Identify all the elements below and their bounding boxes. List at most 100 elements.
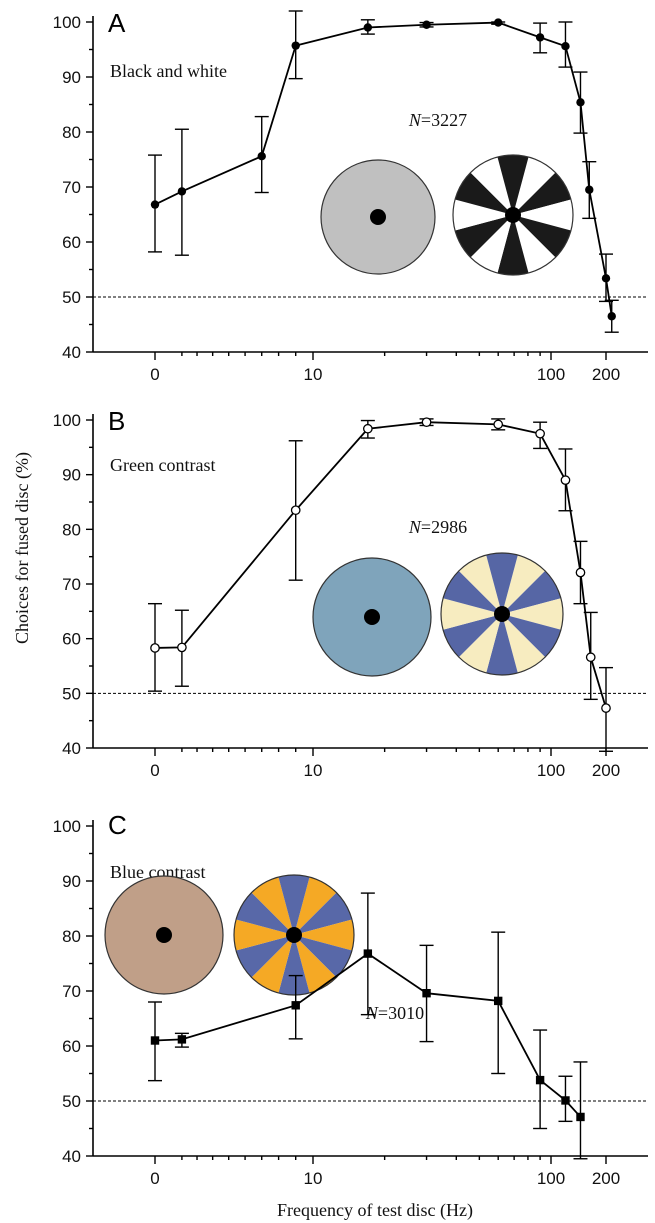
y-tick-label: 70 <box>62 178 81 197</box>
disc-sector <box>502 570 561 614</box>
x-tick-label: 200 <box>592 1169 620 1188</box>
data-point <box>560 475 571 485</box>
data-point <box>607 312 616 321</box>
data-point <box>177 1035 187 1044</box>
disc-sector <box>453 199 513 231</box>
disc-sector <box>513 215 571 258</box>
data-point <box>177 642 187 653</box>
disc-sector <box>294 892 352 935</box>
patterned-disc-outline <box>452 154 574 276</box>
data-point <box>576 98 585 107</box>
data-point <box>561 1096 570 1105</box>
data-point <box>575 567 586 578</box>
x-tick-label: 200 <box>592 761 620 780</box>
data-point <box>601 274 611 283</box>
y-tick-label: 100 <box>53 411 81 430</box>
disc-sector <box>458 555 502 614</box>
disc-sector <box>470 215 513 273</box>
x-tick-label: 200 <box>592 365 620 384</box>
y-tick-label: 80 <box>62 927 81 946</box>
panel-condition-label: Black and white <box>110 61 227 81</box>
disc-center-dot <box>286 927 302 943</box>
panel-condition-label: Green contrast <box>110 455 215 475</box>
disc-sector <box>443 614 502 658</box>
data-point <box>291 41 300 50</box>
x-tick-label: 0 <box>150 761 159 780</box>
disc-sector <box>458 614 502 673</box>
y-tick-label: 100 <box>53 13 81 32</box>
data-point <box>494 18 503 27</box>
disc-sector <box>443 570 502 614</box>
data-point <box>585 185 594 194</box>
disc-sector <box>455 172 513 215</box>
data-point <box>291 1001 300 1010</box>
panel-condition-label: Blue contrast <box>110 862 205 882</box>
data-point <box>494 996 503 1006</box>
disc-sector <box>513 172 571 215</box>
patterned-disc-outline <box>233 874 355 996</box>
data-point <box>362 423 373 434</box>
disc-sector <box>294 877 337 935</box>
y-tick-label: 60 <box>62 233 81 252</box>
disc-sector <box>486 553 518 614</box>
disc-sector <box>278 875 310 935</box>
disc-sector <box>513 199 574 231</box>
disc-sector <box>251 935 294 993</box>
disc-sector <box>294 935 337 993</box>
y-tick-label: 40 <box>62 1147 81 1166</box>
sample-size-symbol: N <box>408 110 422 130</box>
disc-sector <box>278 935 310 996</box>
disc-sector <box>236 935 294 978</box>
disc-center-dot <box>494 606 510 622</box>
sample-size-label: N=3010 <box>365 1003 424 1023</box>
y-tick-label: 80 <box>62 123 81 142</box>
data-point <box>422 20 431 29</box>
y-tick-label: 80 <box>62 520 81 539</box>
x-tick-label: 10 <box>304 761 323 780</box>
data-point <box>576 1112 585 1122</box>
data-point <box>177 187 187 196</box>
data-point <box>363 949 373 958</box>
data-point <box>601 703 611 713</box>
data-point <box>493 419 504 430</box>
sample-size-value: =3010 <box>378 1003 424 1023</box>
panel-c: 40 50 60 70 80 90 100 0 10 100 200 C Blue contrast N=… <box>53 810 648 1188</box>
panel-a: 40 50 60 70 80 90 100 0 10 100 200 A Black and white… <box>53 8 648 384</box>
y-axis-label: Choices for fused disc (%) <box>12 452 33 644</box>
sample-size-symbol: N <box>408 517 422 537</box>
y-tick-label: 90 <box>62 872 81 891</box>
x-tick-label: 0 <box>150 1169 159 1188</box>
y-tick-label: 70 <box>62 982 81 1001</box>
data-point <box>150 643 160 653</box>
data-point <box>421 417 432 428</box>
disc-sector <box>294 935 352 978</box>
sample-size-value: =2986 <box>421 517 467 537</box>
y-tick-label: 50 <box>62 684 81 703</box>
disc-sector <box>294 919 354 951</box>
patterned-disc-outline <box>440 552 564 676</box>
disc-sector <box>502 614 546 673</box>
panel-letter: C <box>108 810 127 840</box>
disc-sector <box>251 877 294 935</box>
data-point <box>535 33 545 42</box>
data-point <box>150 200 160 209</box>
disc-sector <box>236 892 294 935</box>
disc-center-dot <box>370 209 386 225</box>
y-tick-label: 40 <box>62 739 81 758</box>
data-point <box>363 23 373 32</box>
disc-center-dot <box>156 927 172 943</box>
data-point <box>150 1036 160 1045</box>
disc-sector <box>502 598 563 630</box>
disc-center-dot <box>364 609 380 625</box>
x-tick-label: 10 <box>304 365 323 384</box>
panel-letter: A <box>108 8 126 38</box>
panel-b: 40 50 60 70 80 90 100 0 10 100 200 B Green contrast N… <box>53 406 648 780</box>
data-point <box>535 428 545 439</box>
sample-size-symbol: N <box>365 1003 379 1023</box>
y-tick-label: 40 <box>62 343 81 362</box>
disc-sector <box>497 155 529 215</box>
disc-sector <box>455 215 513 258</box>
disc-sector <box>513 215 556 273</box>
disc-sector <box>497 215 529 275</box>
